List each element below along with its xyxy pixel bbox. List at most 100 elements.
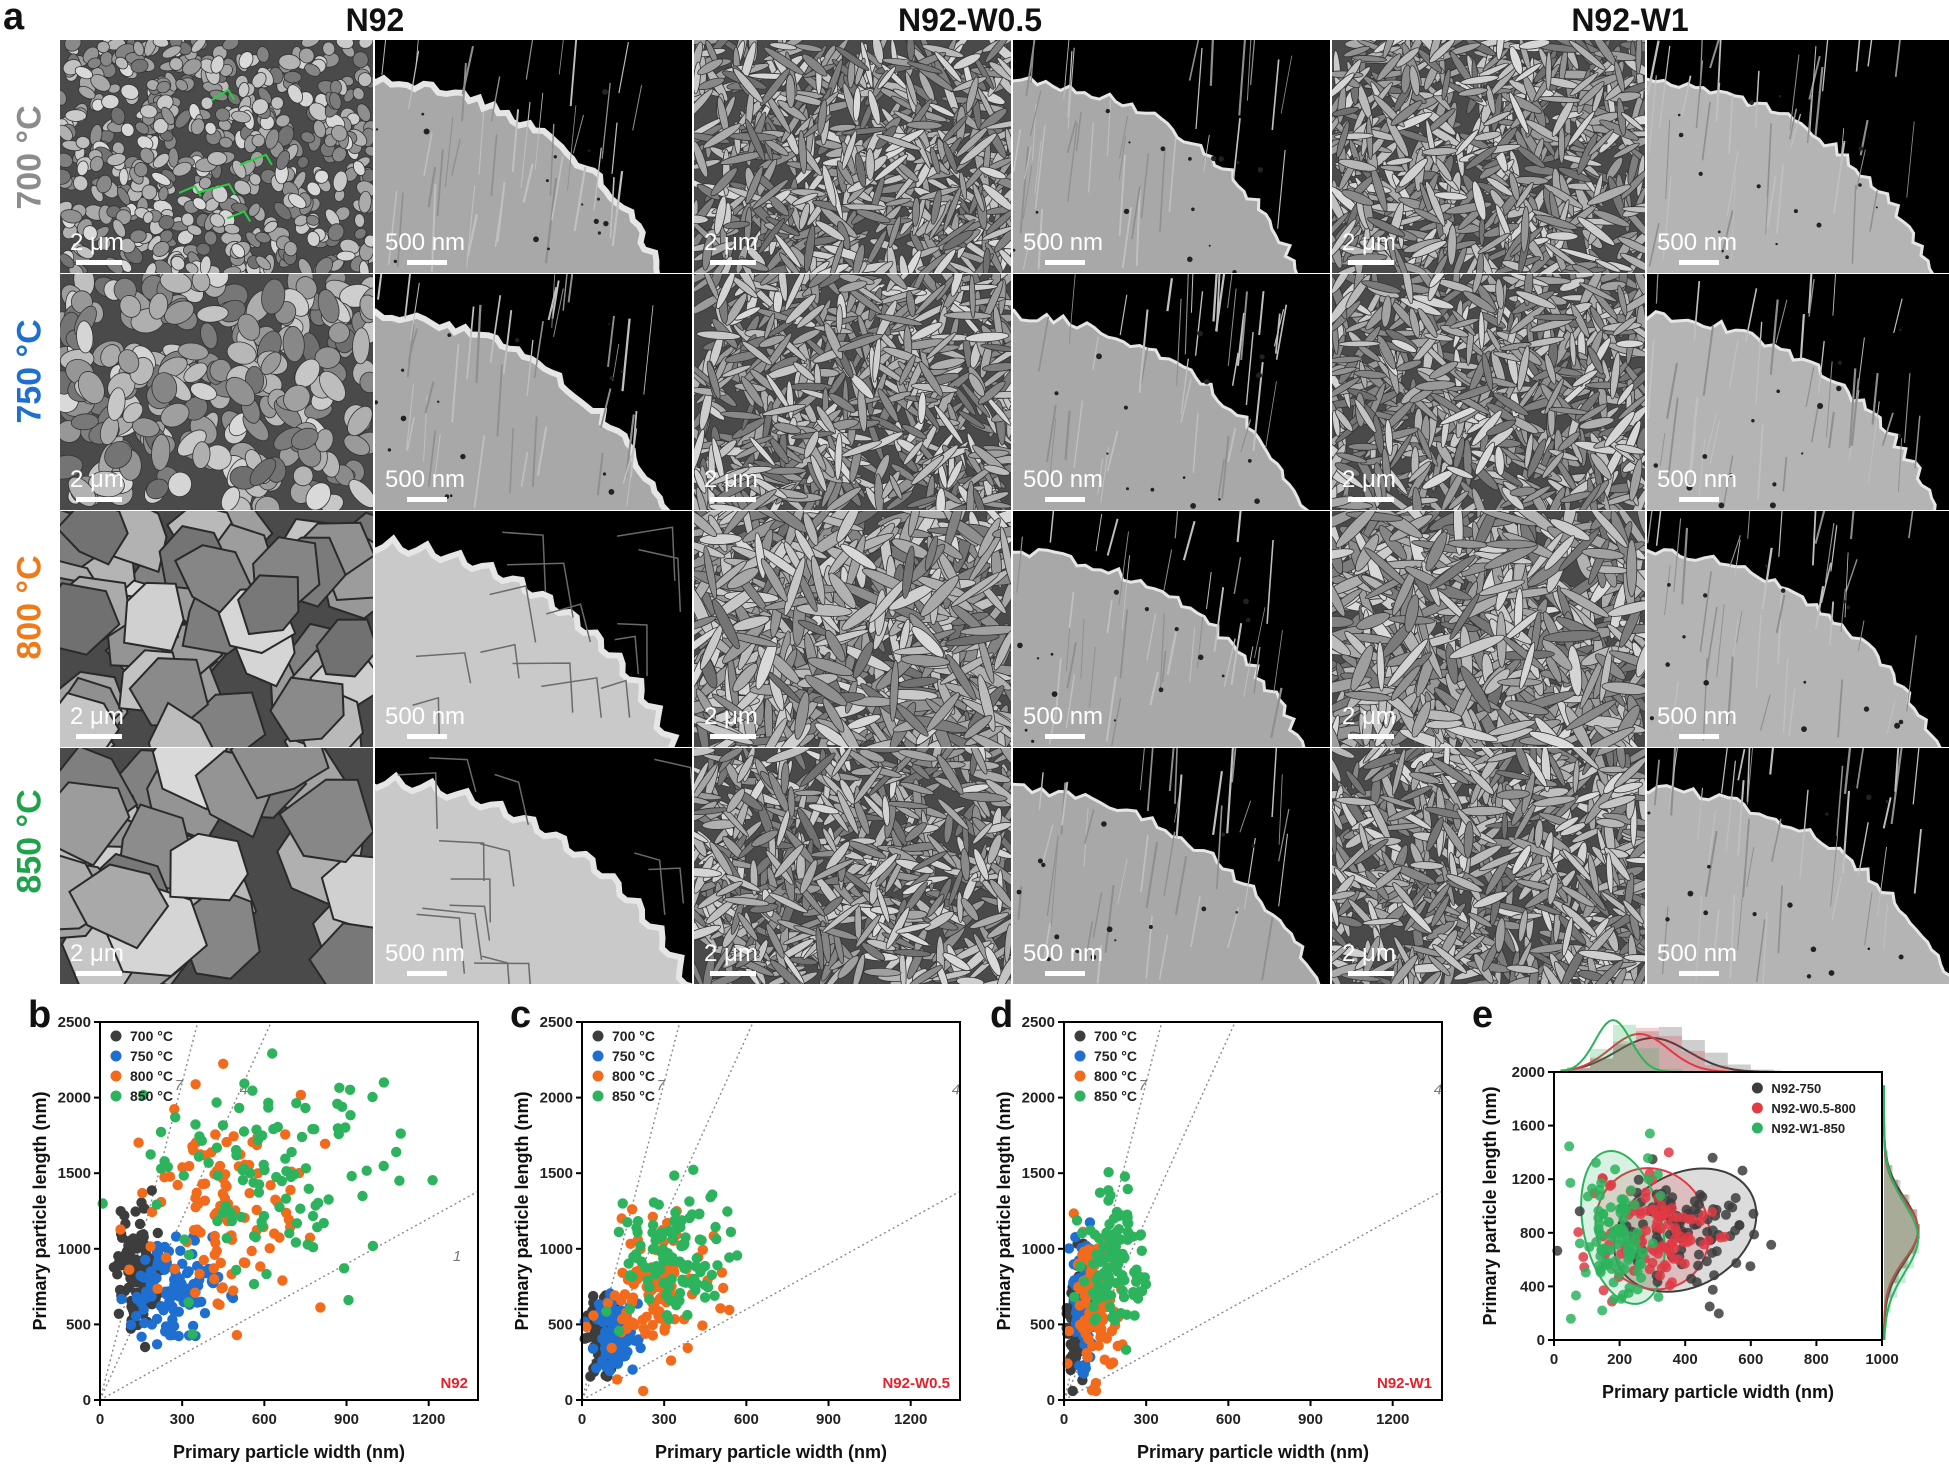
data-point [136, 1332, 146, 1342]
data-point [301, 1163, 311, 1173]
y-tick-label: 2500 [540, 1014, 573, 1031]
scale-bar-label: 500 nm [385, 229, 465, 256]
data-point [232, 1330, 242, 1340]
data-point [697, 1320, 707, 1330]
data-point [332, 1099, 342, 1109]
data-point [1112, 1259, 1122, 1269]
y-tick-label: 800 [1520, 1225, 1545, 1242]
scale-bar-line [407, 497, 447, 502]
data-point [1664, 1147, 1674, 1157]
data-point [218, 1189, 228, 1199]
data-point [1617, 1223, 1627, 1233]
data-point [195, 1227, 205, 1237]
scale-bar-label: 2 μm [704, 229, 758, 256]
data-point [1695, 1216, 1705, 1226]
data-point [124, 1265, 134, 1275]
legend-label: 800 °C [612, 1068, 655, 1084]
scale-bar: 2 μm [70, 703, 124, 739]
data-point [238, 1175, 248, 1185]
data-point [607, 1343, 617, 1353]
data-point [1603, 1258, 1613, 1268]
y-tick-label: 2500 [58, 1014, 91, 1031]
tem-image-n92-w1-850: 500 nm [1647, 748, 1949, 984]
data-point [273, 1122, 283, 1132]
data-point [648, 1305, 658, 1315]
data-point [1653, 1169, 1663, 1179]
data-point [256, 1217, 266, 1227]
sample-label: N92-W1 [1377, 1375, 1432, 1392]
data-point [1708, 1225, 1718, 1235]
scale-bar-line [1679, 497, 1719, 502]
scale-bar-line [76, 260, 122, 265]
ratio-line-label: 7 [175, 1077, 184, 1094]
scale-bar-label: 2 μm [704, 703, 758, 730]
data-point [1610, 1164, 1620, 1174]
data-point [622, 1347, 632, 1357]
data-point [700, 1292, 710, 1302]
data-point [249, 1279, 259, 1289]
data-point [152, 1199, 162, 1209]
data-point [231, 1150, 241, 1160]
data-point [190, 1119, 200, 1129]
sem-image-n92-800: 2 μm [60, 511, 373, 747]
data-point [152, 1339, 162, 1349]
data-point [1575, 1206, 1585, 1216]
data-point [1707, 1248, 1717, 1258]
data-point [1075, 1261, 1085, 1271]
data-point [1745, 1261, 1755, 1271]
data-point [161, 1253, 171, 1263]
data-point [1096, 1324, 1106, 1334]
data-point [138, 1229, 148, 1239]
data-point [146, 1266, 156, 1276]
data-point [1112, 1248, 1122, 1258]
tem-image-n92-850: 500 nm [375, 748, 692, 984]
data-point [319, 1218, 329, 1228]
scale-bar-label: 2 μm [1342, 703, 1396, 730]
data-point [218, 1120, 228, 1130]
data-point [1090, 1315, 1100, 1325]
data-point [200, 1308, 210, 1318]
y-tick-label: 1200 [1512, 1171, 1545, 1188]
data-point [1709, 1270, 1719, 1280]
scale-bar-line [1348, 260, 1394, 265]
data-point [1094, 1341, 1104, 1351]
data-point [1103, 1195, 1113, 1205]
data-point [625, 1270, 635, 1280]
data-point [253, 1135, 263, 1145]
data-point [1598, 1209, 1608, 1219]
data-point [1630, 1200, 1640, 1210]
data-point [124, 1282, 134, 1292]
data-point [1731, 1193, 1741, 1203]
sem-image-n92-w05-850: 2 μm [694, 748, 1011, 984]
scale-bar: 500 nm [385, 466, 465, 502]
scale-bar-label: 2 μm [704, 466, 758, 493]
data-point [1680, 1259, 1690, 1269]
scale-bar: 2 μm [704, 703, 758, 739]
data-point [114, 1309, 124, 1319]
data-point [1604, 1217, 1614, 1227]
row-label-850: 850 °C [11, 742, 50, 942]
legend-marker [593, 1091, 604, 1102]
data-point [211, 1097, 221, 1107]
scale-bar-line [1679, 734, 1719, 739]
data-point [1101, 1281, 1111, 1291]
x-axis-label: Primary particle width (nm) [1137, 1442, 1369, 1462]
data-point [292, 1218, 302, 1228]
scale-bar-label: 500 nm [1023, 940, 1103, 967]
data-point [618, 1198, 628, 1208]
x-tick-label: 1200 [1376, 1411, 1409, 1428]
data-point [1667, 1192, 1677, 1202]
data-point [320, 1139, 330, 1149]
data-point [1693, 1261, 1703, 1271]
data-point [1596, 1178, 1606, 1188]
scale-bar-label: 2 μm [1342, 466, 1396, 493]
data-point [187, 1141, 197, 1151]
data-point [726, 1227, 736, 1237]
y-tick-label: 2000 [540, 1090, 573, 1107]
scale-bar: 500 nm [1657, 940, 1737, 976]
data-point [295, 1204, 305, 1214]
data-point [601, 1306, 611, 1316]
data-point [192, 1188, 202, 1198]
data-point [308, 1242, 318, 1252]
data-point [627, 1364, 637, 1374]
